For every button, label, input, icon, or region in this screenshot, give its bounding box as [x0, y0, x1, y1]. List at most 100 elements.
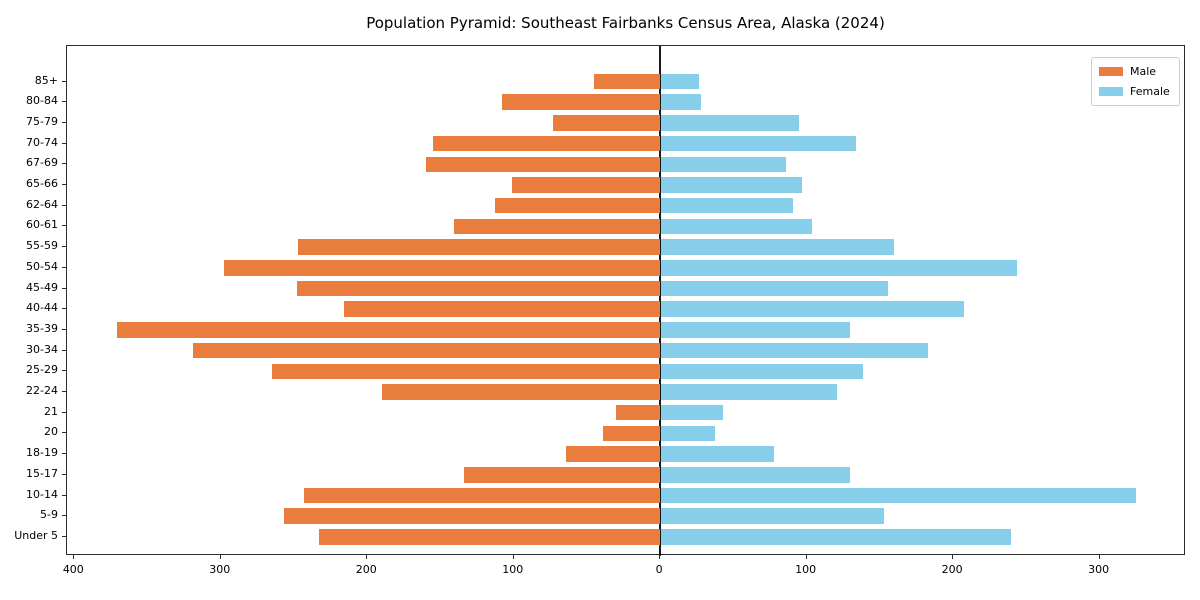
- legend: Male Female: [1091, 57, 1180, 106]
- y-tick-mark: [62, 246, 66, 248]
- y-axis-label-20: 20: [44, 425, 58, 439]
- y-tick-mark: [62, 101, 66, 103]
- y-axis-label-25-29: 25-29: [26, 363, 58, 377]
- male-bar-18-19: [566, 446, 661, 462]
- x-axis-tick-label-100: 100: [795, 563, 817, 576]
- plot-area: [66, 45, 1185, 556]
- female-bar-80-84: [661, 94, 701, 110]
- x-tick-mark: [1098, 555, 1100, 559]
- x-axis-tick-label-300: 300: [209, 563, 231, 576]
- x-axis-tick-label-300: 300: [1088, 563, 1110, 576]
- y-axis-label-75-79: 75-79: [26, 114, 58, 128]
- female-bar-70-74: [661, 135, 856, 152]
- male-bar-Under 5: [318, 529, 661, 545]
- y-axis-label-67-69: 67-69: [26, 156, 58, 170]
- y-tick-mark: [62, 473, 66, 475]
- male-bar-15-17: [463, 467, 661, 483]
- y-axis-label-Under 5: Under 5: [14, 528, 58, 542]
- male-legend-swatch-icon: [1099, 67, 1123, 76]
- chart-title: Population Pyramid: Southeast Fairbanks …: [366, 14, 885, 32]
- y-tick-mark: [62, 184, 66, 185]
- female-bar-20: [661, 425, 716, 442]
- female-bar-65-66: [661, 177, 802, 193]
- male-bar-22-24: [381, 384, 661, 400]
- female-bar-30-34: [661, 342, 928, 359]
- y-axis-label-55-59: 55-59: [26, 239, 58, 253]
- female-bar-10-14: [661, 487, 1136, 504]
- y-tick-mark: [62, 121, 66, 123]
- legend-item-male: Male: [1099, 65, 1171, 78]
- y-axis-label-62-64: 62-64: [26, 197, 58, 211]
- y-tick-mark: [62, 142, 66, 144]
- x-tick-mark: [219, 555, 221, 559]
- female-bar-25-29: [661, 363, 864, 380]
- y-tick-mark: [62, 432, 66, 434]
- female-bar-5-9: [661, 508, 884, 524]
- y-tick-mark: [62, 287, 66, 289]
- y-tick-mark: [62, 266, 66, 268]
- male-bar-62-64: [494, 197, 661, 214]
- y-axis-label-21: 21: [44, 404, 58, 418]
- female-bar-50-54: [661, 260, 1018, 276]
- female-bar-60-61: [661, 218, 813, 235]
- x-axis-tick-label-0: 0: [655, 563, 663, 576]
- male-bar-40-44: [343, 301, 661, 317]
- x-tick-mark: [805, 555, 807, 559]
- x-axis-tick-label-200: 200: [355, 563, 377, 576]
- y-axis-label-15-17: 15-17: [26, 466, 58, 480]
- y-tick-mark: [62, 328, 66, 330]
- legend-label-male: Male: [1130, 65, 1157, 78]
- y-axis-label-35-39: 35-39: [26, 321, 58, 335]
- female-bar-75-79: [661, 115, 799, 131]
- x-tick-mark: [952, 555, 954, 559]
- female-bar-Under 5: [661, 529, 1012, 545]
- y-axis-label-30-34: 30-34: [26, 342, 58, 356]
- male-bar-20: [603, 425, 661, 442]
- legend-label-female: Female: [1130, 85, 1170, 98]
- zero-axis-line: [659, 46, 662, 556]
- y-tick-mark: [62, 349, 66, 351]
- y-axis-label-85+: 85+: [34, 73, 58, 87]
- x-axis-tick-label-400: 400: [62, 563, 84, 576]
- male-bar-67-69: [425, 156, 661, 173]
- x-axis-tick-label-100: 100: [502, 563, 524, 576]
- female-bar-45-49: [661, 280, 889, 297]
- x-axis-tick-label-200: 200: [941, 563, 963, 576]
- y-tick-mark: [62, 308, 66, 310]
- y-tick-mark: [62, 453, 66, 455]
- y-axis-label-65-66: 65-66: [26, 177, 58, 190]
- male-bar-85+: [594, 73, 661, 90]
- x-tick-mark: [512, 555, 514, 559]
- y-tick-mark: [62, 370, 66, 372]
- y-tick-mark: [62, 515, 66, 517]
- y-tick-mark: [62, 225, 66, 227]
- female-bar-22-24: [661, 384, 837, 400]
- male-bar-50-54: [223, 260, 661, 276]
- male-bar-65-66: [512, 177, 661, 193]
- female-legend-swatch-icon: [1099, 87, 1123, 96]
- female-bar-55-59: [661, 239, 895, 255]
- y-tick-mark: [62, 163, 66, 165]
- male-bar-60-61: [453, 218, 661, 235]
- male-bar-80-84: [502, 94, 661, 110]
- female-bar-67-69: [661, 156, 786, 173]
- y-tick-mark: [62, 80, 66, 82]
- male-bar-25-29: [272, 363, 661, 380]
- legend-item-female: Female: [1099, 85, 1171, 98]
- y-axis-label-45-49: 45-49: [26, 280, 58, 294]
- male-bar-5-9: [283, 508, 661, 524]
- x-tick-mark: [73, 555, 75, 559]
- y-tick-mark: [62, 204, 66, 206]
- female-bar-62-64: [661, 197, 793, 214]
- y-axis-label-50-54: 50-54: [26, 259, 58, 273]
- y-axis-label-80-84: 80-84: [26, 94, 58, 108]
- male-bar-75-79: [553, 115, 661, 131]
- female-bar-85+: [661, 73, 700, 90]
- male-bar-70-74: [433, 135, 661, 152]
- x-tick-mark: [366, 555, 368, 559]
- female-bar-15-17: [661, 467, 851, 483]
- y-tick-mark: [62, 535, 66, 537]
- y-axis-label-22-24: 22-24: [26, 384, 58, 397]
- x-tick-mark: [659, 555, 661, 559]
